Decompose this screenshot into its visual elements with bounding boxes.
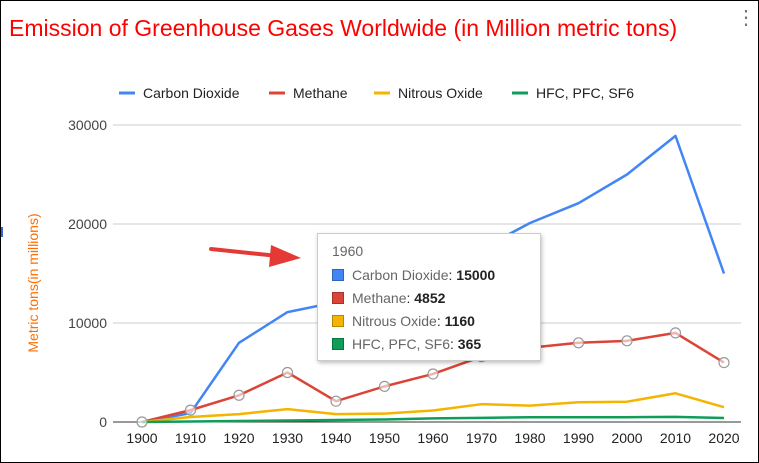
series-line-hfc-pfc-sf6	[141, 415, 725, 424]
tooltip-swatch	[332, 315, 344, 327]
data-point	[136, 416, 148, 428]
series-line-nitrous-oxide	[141, 392, 725, 424]
tooltip-category: 1960	[332, 243, 364, 259]
x-tick-label: 1970	[466, 430, 497, 446]
tooltip-series-value: 1160	[444, 313, 475, 329]
x-tick-label: 1990	[563, 430, 594, 446]
data-point	[378, 380, 391, 392]
x-tick-label: 1960	[417, 430, 448, 446]
more-vert-icon[interactable]: ⋮	[736, 7, 756, 29]
tooltip-series-value: 15000	[456, 267, 496, 283]
tooltip-row-hfc-pfc-sf6: HFC, PFC, SF6: 365	[332, 335, 540, 358]
x-tick-label: 2020	[708, 430, 739, 446]
tooltip-row-methane: Methane: 4852	[332, 289, 540, 312]
x-tick-label: 1940	[320, 430, 351, 446]
legend-label: Nitrous Oxide	[398, 85, 483, 101]
tooltip-swatch	[332, 292, 344, 304]
data-point	[572, 337, 585, 349]
tooltip-series-name: Carbon Dioxide	[352, 267, 449, 283]
tooltip-series-name: Nitrous Oxide	[352, 313, 437, 329]
edge-marker	[1, 227, 3, 237]
x-axis: 1900 1910 1920 1930 1940 1950 1960 1970 1980 1990…	[126, 430, 739, 446]
tooltip-swatch	[332, 338, 344, 350]
y-tick-label: 10000	[68, 315, 107, 331]
x-tick-label: 1910	[175, 430, 206, 446]
data-point	[330, 395, 342, 407]
data-point	[233, 389, 245, 401]
x-tick-label: 2000	[611, 430, 642, 446]
tooltip-series-value: 365	[457, 336, 482, 352]
x-tick-label: 1930	[272, 430, 303, 446]
x-tick-label: 1920	[223, 430, 254, 446]
y-tick-label: 20000	[68, 216, 107, 232]
data-point	[621, 335, 633, 347]
tooltip-series-name: HFC, PFC, SF6	[352, 336, 451, 352]
y-axis: 0 10000 20000 30000	[68, 117, 107, 430]
tooltip-swatch	[332, 269, 344, 281]
data-point	[281, 366, 294, 379]
x-tick-label: 1950	[369, 430, 400, 446]
x-tick-label: 1980	[514, 430, 545, 446]
x-tick-label: 1900	[126, 430, 157, 446]
legend-label: Carbon Dioxide	[143, 85, 240, 101]
y-tick-label: 30000	[68, 117, 107, 133]
tooltip-series-name: Methane	[352, 290, 407, 306]
data-point	[669, 327, 682, 339]
tooltip-series-value: 4852	[414, 290, 446, 306]
annotation-arrow	[209, 245, 301, 267]
chart-title: Emission of Greenhouse Gases Worldwide (…	[9, 15, 678, 41]
legend-label: Methane	[293, 85, 348, 101]
y-axis-label: Metric tons(in millions)	[25, 213, 41, 352]
data-point	[718, 357, 730, 369]
tooltip-row-nitrous-oxide: Nitrous Oxide: 1160	[332, 312, 540, 335]
tooltip-row-carbon-dioxide: Carbon Dioxide: 15000	[332, 266, 540, 289]
x-tick-label: 2010	[660, 430, 691, 446]
legend-label: HFC, PFC, SF6	[536, 85, 634, 101]
y-tick-label: 0	[99, 414, 107, 430]
legend: Carbon Dioxide Methane Nitrous Oxide HFC, P…	[119, 85, 634, 101]
data-point	[427, 368, 439, 380]
data-point	[184, 404, 197, 416]
tooltip: 1960 Carbon Dioxide: 15000 Methane: 4852…	[317, 233, 541, 361]
